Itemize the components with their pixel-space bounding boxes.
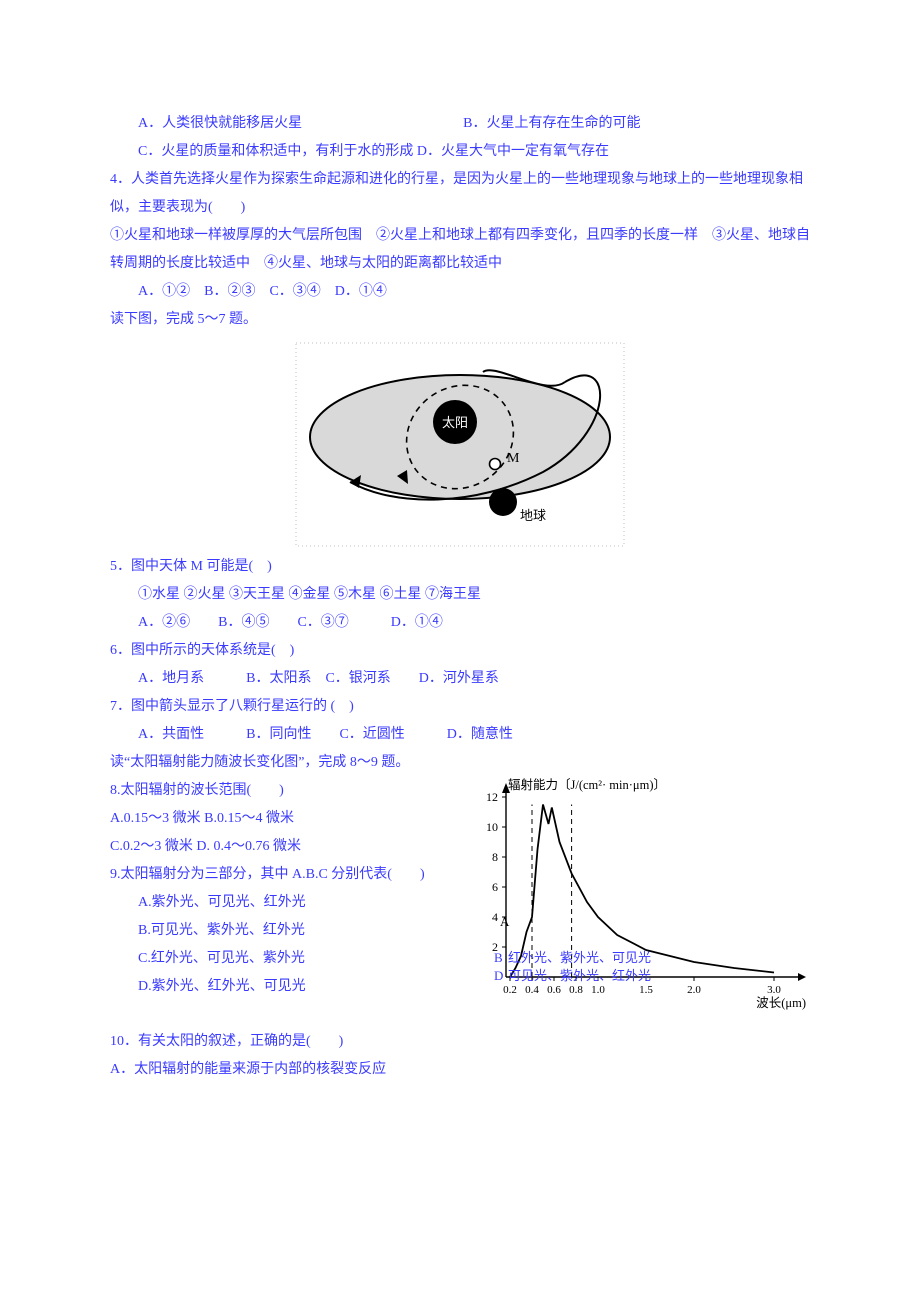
q4-stem: 4．人类首先选择火星作为探索生命起源和进化的行星，是因为火星上的一些地理现象与地… (110, 166, 810, 222)
y-tick-label: 10 (486, 820, 498, 834)
q8-stem: 8.太阳辐射的波长范围( ) (110, 777, 470, 805)
x-tick-label: 0.8 (569, 984, 583, 996)
x-tick-label: 3.0 (767, 984, 781, 996)
fig2-caption: 读“太阳辐射能力随波长变化图”，完成 8～9 题。 (110, 749, 810, 777)
y-tick-label: 12 (486, 790, 498, 804)
m-label: M (507, 451, 520, 466)
x-tick-label: 0.4 (525, 984, 539, 996)
q7-stem: 7．图中箭头显示了八颗行星运行的 ( ) (110, 693, 810, 721)
q8q9-row: 8.太阳辐射的波长范围( ) A.0.15～3 微米 B.0.15～4 微米 C… (110, 777, 810, 1028)
x-tick-label: 0.2 (503, 984, 517, 996)
q5-options: A．②⑥ B．④⑤ C．③⑦ D．①④ (110, 609, 810, 637)
q3-option-a-b: A．人类很快就能移居火星 B．火星上有存在生命的可能 (110, 110, 810, 138)
body-m (490, 459, 501, 470)
q9-d: D.紫外光、红外光、可见光 (110, 973, 470, 1001)
fig1-caption: 读下图，完成 5～7 题。 (110, 306, 810, 334)
q5-stem: 5．图中天体 M 可能是( ) (110, 553, 810, 581)
q9-a: A.紫外光、可见光、红外光 (110, 889, 470, 917)
q3-a: A．人类很快就能移居火星 (138, 116, 302, 131)
x-tick-label: 2.0 (687, 984, 701, 996)
q3-b: B．火星上有存在生命的可能 (463, 116, 640, 131)
radiation-chart: 246810120.20.40.60.81.01.52.03.0辐射能力〔J/(… (470, 777, 810, 1028)
overlay-d-rest: 可见光、紫外光、红外光 (508, 968, 651, 983)
q9-b: B.可见光、紫外光、红外光 (110, 917, 470, 945)
x-title: 波长(μm) (756, 996, 806, 1010)
x-tick-label: 0.6 (547, 984, 561, 996)
x-tick-label: 1.0 (591, 984, 605, 996)
y-tick-label: 4 (492, 910, 498, 924)
radiation-svg: 246810120.20.40.60.81.01.52.03.0辐射能力〔J/(… (470, 777, 810, 1017)
q6-stem: 6．图中所示的天体系统是( ) (110, 637, 810, 665)
q10-stem: 10．有关太阳的叙述，正确的是( ) (110, 1028, 810, 1056)
orbit-figure: 太阳 M 地球 (110, 342, 810, 547)
q5-sub: ①水星 ②火星 ③天王星 ④金星 ⑤木星 ⑥土星 ⑦海王星 (110, 581, 810, 609)
x-tick-label: 1.5 (639, 984, 653, 996)
earth-label: 地球 (520, 508, 546, 523)
exam-page: A．人类很快就能移居火星 B．火星上有存在生命的可能 C．火星的质量和体积适中，… (0, 0, 920, 1144)
q10-a: A．太阳辐射的能量来源于内部的核裂变反应 (110, 1056, 810, 1084)
y-tick-label: 8 (492, 850, 498, 864)
y-title: 辐射能力〔J/(cm²· min·μm)〕 (508, 777, 666, 792)
overlay-d: D (494, 968, 503, 983)
overlay-b-rest: 红外光、紫外光、可见光 (508, 950, 651, 965)
q6-options: A．地月系 B．太阳系 C．银河系 D．河外星系 (110, 665, 810, 693)
earth (489, 488, 517, 516)
q3-option-c-d: C．火星的质量和体积适中，有利于水的形成 D．火星大气中一定有氧气存在 (110, 138, 810, 166)
sun-label: 太阳 (442, 415, 468, 430)
q4-statements: ①火星和地球一样被厚厚的大气层所包围 ②火星上和地球上都有四季变化，且四季的长度… (110, 222, 810, 278)
q9-stem: 9.太阳辐射分为三部分，其中 A.B.C 分别代表( ) (110, 861, 470, 889)
overlay-b: B (494, 950, 503, 965)
region-a-label: A (500, 914, 510, 929)
q9-c: C.红外光、可见光、紫外光 (110, 945, 470, 973)
q7-options: A．共面性 B．同向性 C．近圆性 D．随意性 (110, 721, 810, 749)
q8-l2: C.0.2～3 微米 D. 0.4～0.76 微米 (110, 833, 470, 861)
x-axis-arrow (798, 973, 806, 981)
q8-l1: A.0.15～3 微米 B.0.15～4 微米 (110, 805, 470, 833)
q8q9-text: 8.太阳辐射的波长范围( ) A.0.15～3 微米 B.0.15～4 微米 C… (110, 777, 470, 1001)
orbit-svg: 太阳 M 地球 (295, 342, 625, 547)
q4-options: A．①② B．②③ C．③④ D．①④ (110, 278, 810, 306)
y-tick-label: 6 (492, 880, 498, 894)
